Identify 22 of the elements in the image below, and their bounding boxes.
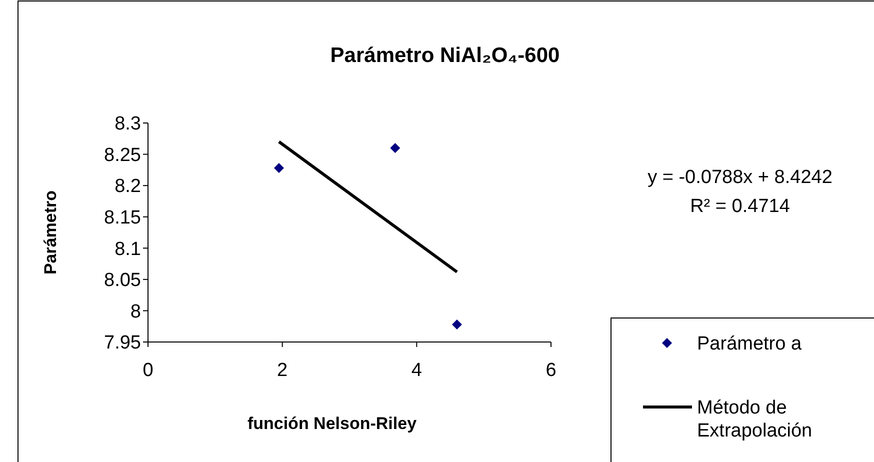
y-tick-label: 8.25 bbox=[104, 144, 141, 166]
y-tick-label: 8.15 bbox=[104, 208, 141, 229]
text: y = -0.0788x + 8.4242 bbox=[648, 167, 832, 188]
point bbox=[390, 143, 400, 154]
y-tick-label: 8.1 bbox=[114, 238, 141, 260]
legend-label: Parámetro a bbox=[697, 334, 802, 355]
text: R² = 0.4714 bbox=[690, 196, 790, 217]
y-tick-label: 7.95 bbox=[104, 332, 141, 354]
x-axis-title: función Nelson-Riley bbox=[247, 414, 418, 433]
chart-title: Parámetro NiAl₂O₄-600 bbox=[330, 44, 560, 67]
y-tick-label: 8 bbox=[130, 301, 141, 322]
y-axis-title: Parámetro bbox=[41, 190, 60, 275]
x-tick-label: 2 bbox=[277, 360, 288, 381]
y-tick-label: 8.3 bbox=[114, 114, 141, 135]
point bbox=[274, 163, 284, 174]
point bbox=[452, 319, 462, 330]
x-tick-label: 4 bbox=[411, 360, 422, 381]
legend-label: Método de Extrapolación bbox=[697, 398, 812, 442]
y-tick-label: 8.05 bbox=[104, 270, 141, 292]
x-tick-label: 6 bbox=[546, 360, 556, 381]
x-tick-label: 0 bbox=[142, 360, 154, 381]
y-tick-label: 8.2 bbox=[114, 176, 141, 198]
